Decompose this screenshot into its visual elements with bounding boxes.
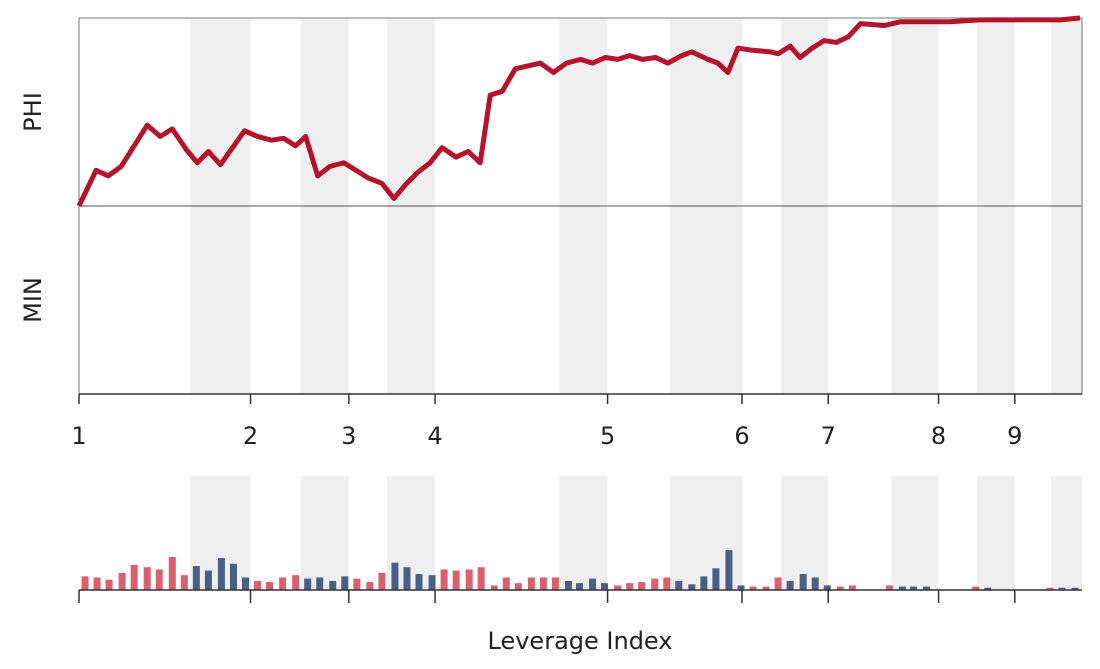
shaded-band	[781, 476, 829, 590]
bar	[403, 567, 411, 590]
bar	[614, 585, 622, 590]
bar	[651, 578, 659, 590]
y-axis-label: PHI	[19, 92, 47, 132]
bar	[898, 586, 906, 590]
x-axis-label: Leverage Index	[488, 627, 673, 655]
bar	[589, 578, 597, 590]
bar	[292, 575, 300, 590]
bar	[378, 572, 386, 590]
bar	[601, 583, 609, 590]
bar	[118, 572, 126, 590]
bar	[786, 580, 794, 590]
bar	[353, 578, 361, 590]
bar	[105, 579, 113, 590]
background-layer	[78, 17, 1083, 590]
bar	[811, 577, 819, 590]
y-axis-label: MIN	[19, 277, 47, 323]
bar	[81, 576, 89, 590]
bar	[626, 583, 634, 590]
bar	[972, 586, 980, 590]
data-line	[76, 15, 1081, 208]
bar	[923, 586, 931, 590]
bar	[304, 578, 312, 590]
bar	[909, 586, 917, 590]
bar	[254, 580, 262, 590]
bar	[663, 577, 671, 590]
bar	[885, 585, 893, 590]
x-tick-label: 5	[600, 422, 615, 450]
bar	[192, 566, 200, 590]
x-tick-label: 6	[734, 422, 749, 450]
bar	[1046, 587, 1054, 590]
bar	[180, 575, 188, 590]
bar	[564, 580, 572, 590]
bar	[836, 586, 844, 590]
bar	[266, 582, 274, 590]
bar	[341, 576, 349, 590]
bar	[1071, 587, 1079, 590]
bar	[316, 577, 324, 590]
bar	[700, 576, 708, 590]
bar	[440, 569, 448, 590]
bar	[638, 582, 646, 590]
x-tick-label: 1	[71, 422, 86, 450]
x-tick-label: 8	[931, 422, 946, 450]
bar	[490, 585, 498, 590]
bar	[712, 568, 720, 590]
bar	[391, 562, 399, 590]
bar	[452, 570, 460, 590]
bar	[93, 577, 101, 590]
shaded-band	[559, 476, 608, 590]
x-tick-label: 2	[243, 422, 258, 450]
bar	[737, 585, 745, 590]
bar	[366, 582, 374, 590]
bar	[984, 587, 992, 590]
x-tick-label: 3	[341, 422, 356, 450]
bar	[527, 577, 535, 590]
bar	[477, 567, 485, 590]
bar	[575, 583, 583, 590]
bar	[762, 586, 770, 590]
bar	[799, 574, 807, 590]
bar	[502, 577, 510, 590]
bar	[143, 567, 151, 590]
bar	[217, 558, 225, 590]
bar	[415, 574, 423, 590]
x-tick-label: 7	[821, 422, 836, 450]
bar	[675, 580, 683, 590]
bar	[823, 585, 831, 590]
bar	[725, 550, 733, 590]
bar	[551, 577, 559, 590]
bar	[749, 586, 757, 590]
bar	[329, 580, 337, 590]
shaded-band	[1050, 476, 1082, 590]
bar	[155, 569, 163, 590]
shaded-band	[300, 476, 349, 590]
bar	[204, 570, 212, 590]
bar	[229, 563, 237, 590]
bar	[514, 583, 522, 590]
bar	[130, 564, 138, 590]
bar	[848, 585, 856, 590]
bar	[1058, 587, 1066, 590]
shaded-band	[976, 476, 1015, 590]
bar	[539, 577, 547, 590]
x-tick-label: 9	[1007, 422, 1022, 450]
bar	[465, 569, 473, 590]
shaded-band	[891, 476, 939, 590]
bar	[168, 556, 176, 590]
bar	[688, 584, 696, 590]
bar	[428, 575, 436, 590]
x-tick-label: 4	[427, 422, 442, 450]
bar	[774, 577, 782, 590]
bar	[279, 577, 287, 590]
bar	[241, 577, 249, 590]
